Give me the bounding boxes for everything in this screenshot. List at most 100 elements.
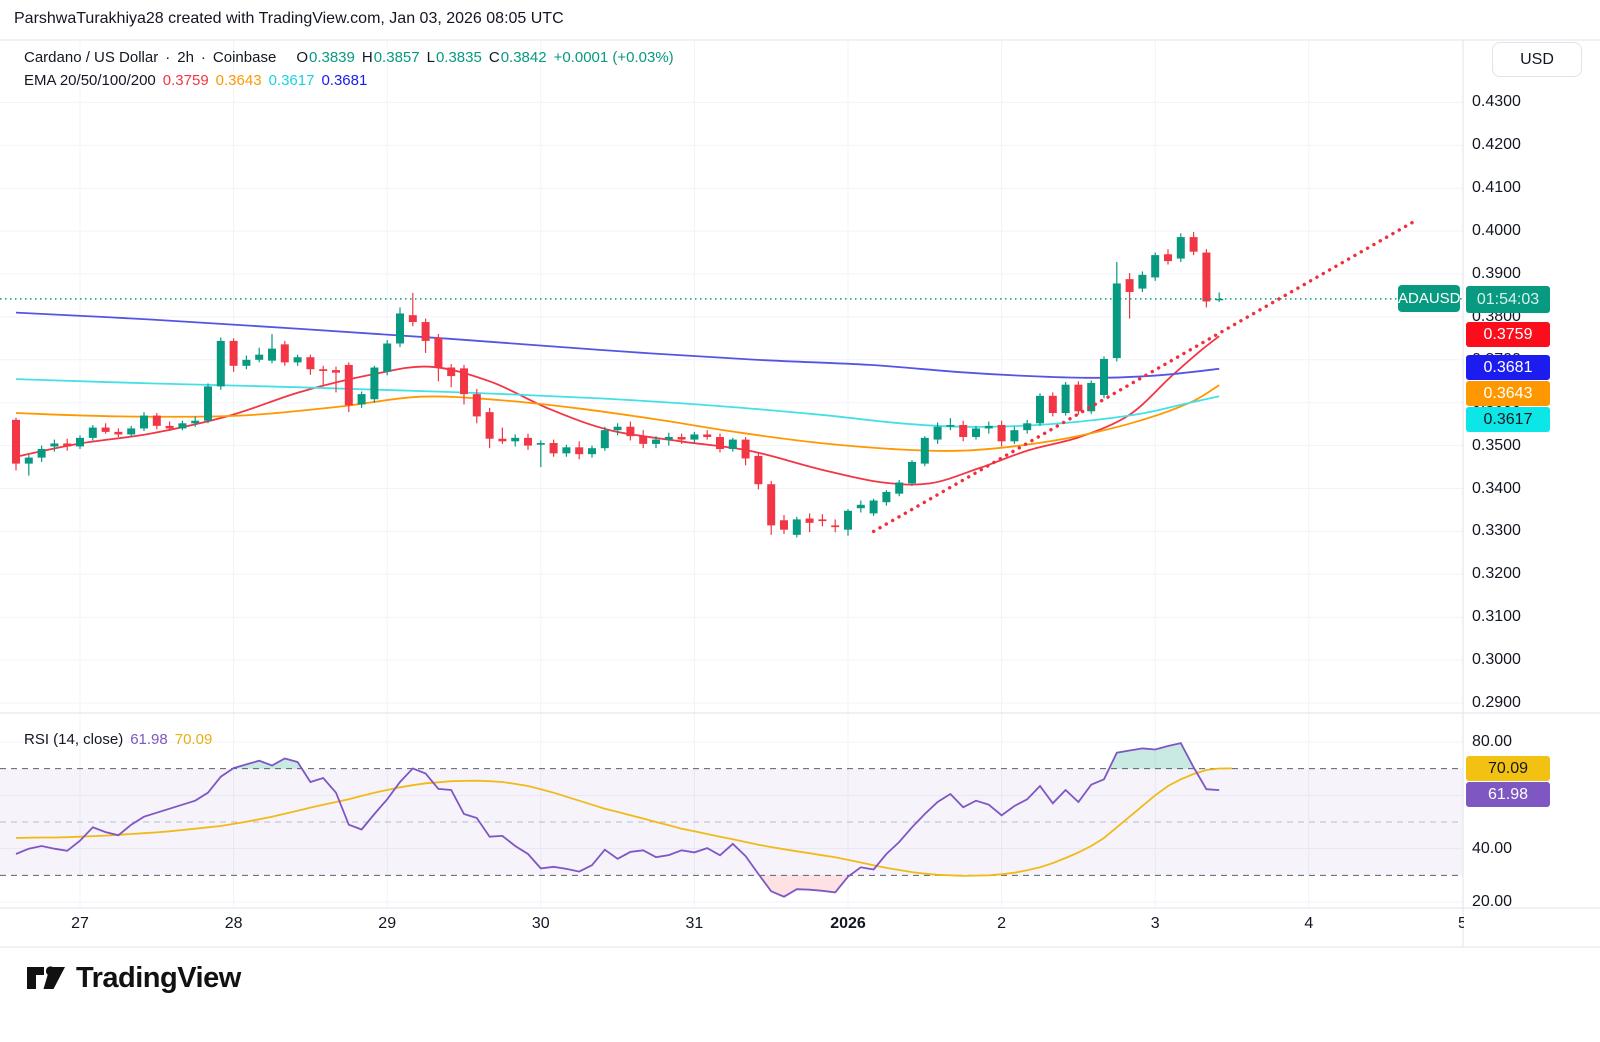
candle	[1010, 426, 1019, 444]
candle	[959, 420, 968, 442]
symbol-title: Cardano / US Dollar	[24, 49, 159, 66]
candle	[920, 436, 929, 467]
symbol-price-tag: ADAUSD	[1398, 285, 1461, 312]
ema50-value: 0.3643	[215, 72, 262, 89]
candle	[524, 433, 532, 450]
symbol-legend[interactable]: Cardano / US Dollar · 2h · Coinbase O 0.3…	[24, 49, 674, 66]
rsi-overbought-fill	[1109, 743, 1195, 769]
time-tick-label: 5	[1457, 915, 1464, 932]
ema20-tag: 0.3759	[1466, 322, 1550, 347]
price-tick-label: 0.3200	[1472, 565, 1521, 583]
ema-legend[interactable]: EMA 20/50/100/200 0.3759 0.3643 0.3617 0…	[24, 72, 367, 89]
price-tick-label: 0.3100	[1472, 608, 1521, 626]
candle	[767, 480, 776, 535]
ema100-value: 0.3617	[268, 72, 315, 89]
price-tick-label: 0.4100	[1472, 179, 1521, 197]
candle	[1036, 393, 1044, 426]
price-tick-label: 0.3400	[1472, 479, 1521, 497]
ohlc-high: H 0.3857	[361, 49, 420, 66]
candle	[511, 434, 520, 447]
ema100-tag: 0.3617	[1466, 407, 1550, 432]
rsi-ma-line	[15, 767, 1233, 877]
candle	[600, 426, 609, 451]
price-tick-label: 0.3500	[1472, 436, 1521, 454]
candle	[114, 428, 123, 438]
candle	[63, 438, 72, 451]
tradingview-logo-text: TradingView	[76, 961, 241, 994]
candle	[12, 417, 20, 471]
candle	[242, 355, 251, 370]
candle	[716, 433, 724, 453]
candle	[1164, 249, 1172, 265]
candle	[88, 425, 97, 441]
price-tick-label: 0.3000	[1472, 651, 1521, 669]
candle	[140, 412, 148, 432]
candle	[460, 364, 468, 405]
candle	[101, 423, 110, 434]
ohlc-close: C 0.3842	[488, 49, 547, 66]
candle	[498, 427, 507, 444]
candle	[831, 519, 840, 533]
candle	[856, 500, 865, 513]
candle	[946, 418, 955, 431]
candle	[1087, 380, 1096, 414]
candle	[1023, 419, 1032, 434]
candle	[165, 421, 174, 432]
candle	[562, 444, 571, 457]
candle	[204, 383, 212, 424]
candle	[434, 334, 443, 382]
candle	[997, 420, 1006, 447]
candle	[1176, 233, 1185, 262]
rsi-ma-tag: 70.09	[1466, 756, 1550, 781]
candle	[1138, 271, 1147, 293]
time-axis[interactable]: 27 28 29 30 31 2026 2 3 4 5	[0, 905, 1464, 947]
legend-separator: ·	[165, 49, 171, 66]
price-tick-label: 0.3900	[1472, 265, 1521, 282]
candle	[229, 338, 238, 372]
candle	[1215, 292, 1224, 302]
candle	[255, 347, 264, 363]
rsi-line	[15, 742, 1220, 898]
time-tick-label: 28	[224, 915, 243, 932]
candle	[408, 292, 417, 327]
candle	[344, 362, 353, 413]
tradingview-logo[interactable]: TradingView	[26, 960, 241, 996]
rsi-value: 61.98	[130, 731, 168, 748]
time-tick-label: 27	[71, 915, 89, 932]
candle	[447, 364, 456, 388]
time-tick-label: 4	[1304, 915, 1314, 932]
candle	[472, 388, 481, 424]
candle	[191, 416, 200, 427]
trendline[interactable]	[871, 219, 1416, 534]
candle	[895, 479, 904, 497]
candle	[933, 422, 942, 444]
rsi-legend[interactable]: RSI (14, close) 61.98 70.09	[24, 731, 212, 748]
price-tick-label: 0.4200	[1472, 136, 1521, 154]
rsi-tick-label: 40.00	[1472, 839, 1513, 857]
candle	[536, 440, 545, 468]
rsi-overbought-fill	[232, 758, 302, 769]
candle	[127, 425, 136, 438]
candle	[741, 437, 750, 466]
candle	[805, 513, 814, 533]
candle	[818, 514, 827, 527]
rsi-label: RSI (14, close)	[24, 731, 124, 748]
ema20-value: 0.3759	[162, 72, 209, 89]
ohlc-open: O 0.3839	[296, 49, 355, 66]
candle	[792, 516, 801, 538]
candle	[639, 430, 648, 449]
candle	[319, 365, 328, 387]
time-tick-label: 3	[1150, 915, 1160, 932]
countdown-tag: 01:54:03	[1466, 286, 1550, 313]
candle	[626, 421, 635, 441]
rsi-ma-value: 70.09	[174, 731, 213, 748]
candle	[972, 425, 980, 440]
candle	[754, 453, 763, 490]
candle	[357, 391, 366, 408]
currency-toggle-button[interactable]: USD	[1492, 42, 1582, 77]
candle	[652, 436, 660, 449]
ema200-line	[15, 311, 1220, 379]
candle	[1151, 252, 1160, 281]
candle	[613, 423, 622, 436]
